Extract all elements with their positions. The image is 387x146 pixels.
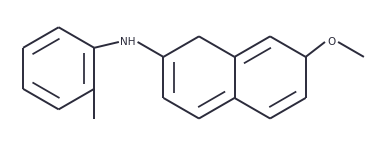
- Text: NH: NH: [120, 37, 135, 47]
- Text: O: O: [327, 37, 336, 47]
